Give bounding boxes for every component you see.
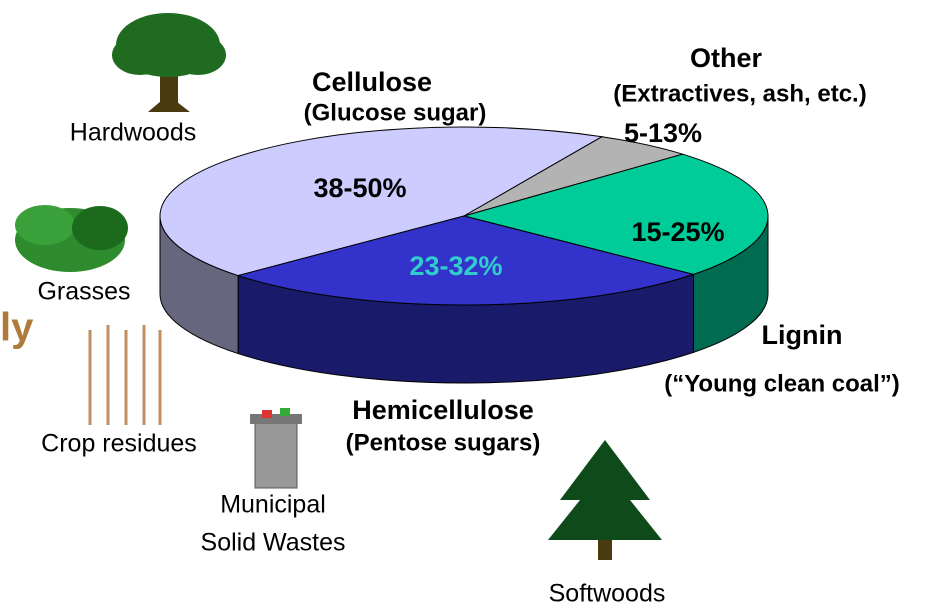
slice-share: 38-50%: [313, 173, 406, 203]
slice-subtitle: (Glucose sugar): [304, 99, 487, 126]
slice-name: Hemicellulose: [352, 395, 534, 425]
source-label: Hardwoods: [70, 119, 196, 147]
cut-text: ly: [0, 306, 34, 350]
slice-subtitle: (Extractives, ash, etc.): [613, 80, 866, 107]
slice-subtitle: (“Young clean coal”): [664, 370, 900, 397]
source-label: Softwoods: [549, 580, 666, 608]
slice-share: 23-32%: [409, 251, 502, 281]
grass-icon: [15, 205, 128, 272]
source-label: Grasses: [37, 278, 130, 306]
softwood-icon: [548, 440, 662, 560]
source-label: Crop residues: [41, 430, 197, 458]
slice-subtitle: (Pentose sugars): [346, 429, 541, 456]
slice-name: Lignin: [762, 320, 843, 350]
slide: ly Cellulose (Glucose sugar) 38-50% 23-3…: [0, 0, 934, 609]
slice-name: Other: [690, 43, 763, 73]
crop-icon: [90, 325, 160, 425]
source-label: Solid Wastes: [201, 529, 346, 557]
slice-share: 5-13%: [624, 118, 702, 148]
source-label: Municipal: [220, 491, 326, 519]
trash-icon: [250, 408, 302, 488]
slice-share: 15-25%: [631, 217, 724, 247]
hardwood-icon: [112, 13, 226, 112]
slice-name: Cellulose: [312, 67, 432, 97]
